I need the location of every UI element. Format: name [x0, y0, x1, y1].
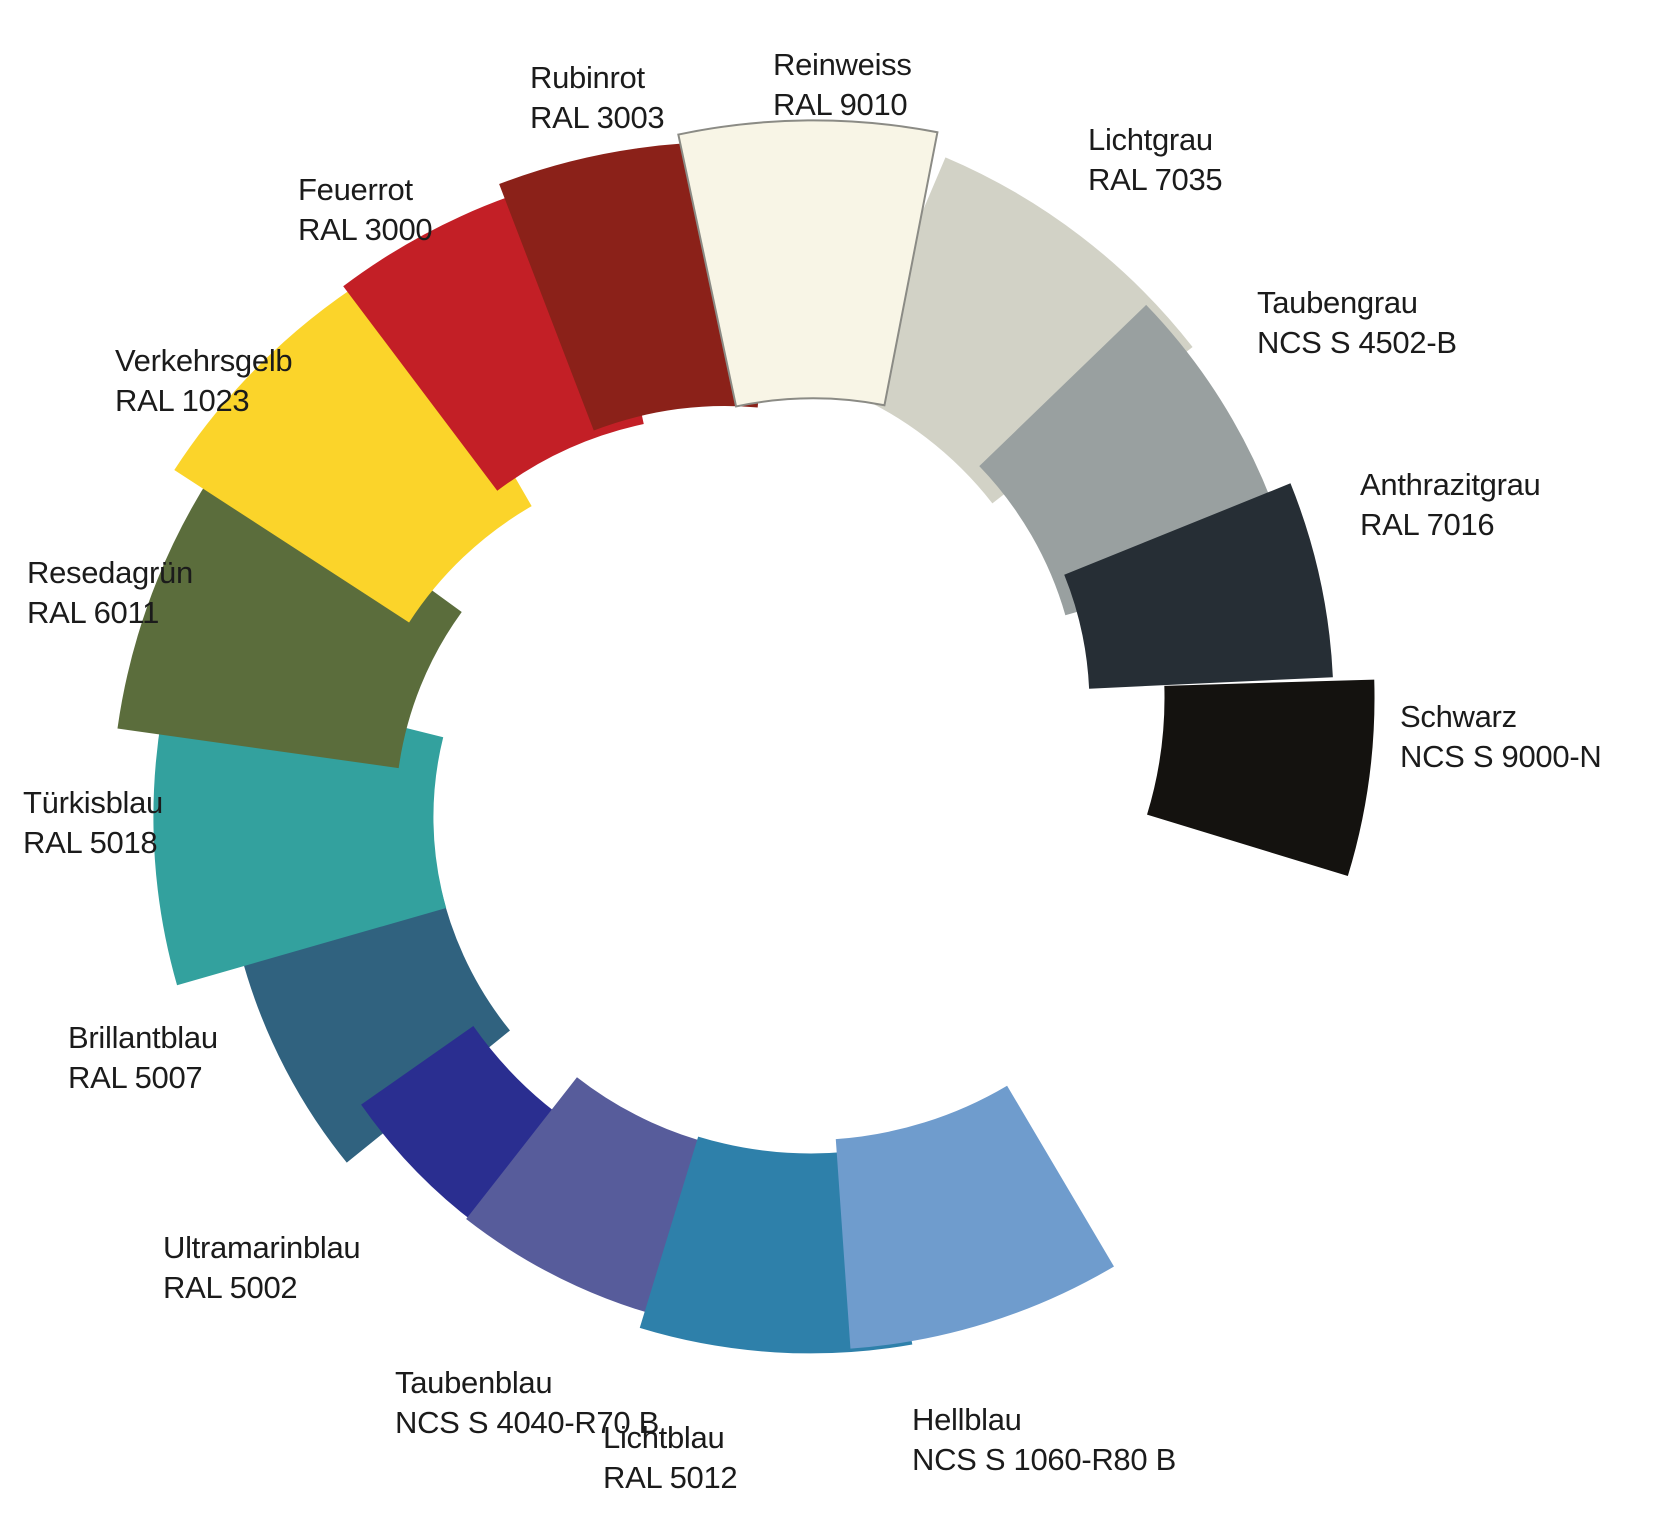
segment-label-anthrazitgrau: Anthrazitgrau RAL 7016: [1360, 465, 1541, 545]
color-code: NCS S 9000-N: [1400, 739, 1602, 774]
color-chip-reinweiss: [677, 119, 939, 408]
color-name: Anthrazitgrau: [1360, 467, 1541, 502]
color-code: RAL 5007: [68, 1060, 203, 1095]
color-code: NCS S 4502-B: [1257, 325, 1457, 360]
color-code: RAL 1023: [115, 383, 250, 418]
color-name: Taubenblau: [395, 1365, 553, 1400]
color-code: NCS S 4040-R70 B: [395, 1405, 659, 1440]
color-code: RAL 5012: [603, 1460, 738, 1495]
color-name: Türkisblau: [23, 785, 163, 820]
color-name: Resedagrün: [27, 555, 193, 590]
segment-label-verkehrsgelb: Verkehrsgelb RAL 1023: [115, 341, 293, 421]
color-name: Reinweiss: [773, 47, 912, 82]
color-code: RAL 3003: [530, 100, 665, 135]
color-chip-resedagruen: [117, 445, 462, 769]
color-chip-hellblau: [835, 1085, 1114, 1349]
color-code: RAL 5018: [23, 825, 158, 860]
segment-label-rubinrot: Rubinrot RAL 3003: [530, 58, 665, 138]
color-chip-schwarz: [1147, 679, 1375, 877]
segment-label-resedagruen: Resedagrün RAL 6011: [27, 553, 193, 633]
color-name: Lichtblau: [603, 1420, 725, 1455]
segment-label-schwarz: Schwarz NCS S 9000-N: [1400, 697, 1602, 777]
segment-label-lichtblau: Lichtblau RAL 5012: [603, 1418, 738, 1498]
color-name: Brillantblau: [68, 1020, 218, 1055]
color-code: RAL 6011: [27, 595, 160, 630]
segment-label-taubengrau: Taubengrau NCS S 4502-B: [1257, 283, 1457, 363]
segment-label-hellblau: Hellblau NCS S 1060-R80 B: [912, 1400, 1176, 1480]
color-code: RAL 3000: [298, 212, 433, 247]
segment-label-feuerrot: Feuerrot RAL 3000: [298, 170, 433, 250]
segment-label-brillantblau: Brillantblau RAL 5007: [68, 1018, 218, 1098]
color-code: NCS S 1060-R80 B: [912, 1442, 1176, 1477]
segment-label-tuerkisblau: Türkisblau RAL 5018: [23, 783, 163, 863]
segment-label-ultramarinblau: Ultramarinblau RAL 5002: [163, 1228, 361, 1308]
color-name: Rubinrot: [530, 60, 645, 95]
color-code: RAL 9010: [773, 87, 908, 122]
color-code: RAL 7035: [1088, 162, 1223, 197]
color-chip-lichtgrau: [846, 157, 1193, 504]
color-name: Hellblau: [912, 1402, 1022, 1437]
color-name: Feuerrot: [298, 172, 413, 207]
color-name: Lichtgrau: [1088, 122, 1213, 157]
color-code: RAL 5002: [163, 1270, 298, 1305]
color-name: Verkehrsgelb: [115, 343, 293, 378]
color-chip-anthrazitgrau: [1064, 483, 1333, 689]
color-code: RAL 7016: [1360, 507, 1495, 542]
segment-label-lichtgrau: Lichtgrau RAL 7035: [1088, 120, 1223, 200]
segment-label-reinweiss: Reinweiss RAL 9010: [773, 45, 912, 125]
color-name: Taubengrau: [1257, 285, 1418, 320]
segment-label-taubenblau: Taubenblau NCS S 4040-R70 B: [395, 1363, 659, 1443]
color-name: Schwarz: [1400, 699, 1517, 734]
color-name: Ultramarinblau: [163, 1230, 361, 1265]
